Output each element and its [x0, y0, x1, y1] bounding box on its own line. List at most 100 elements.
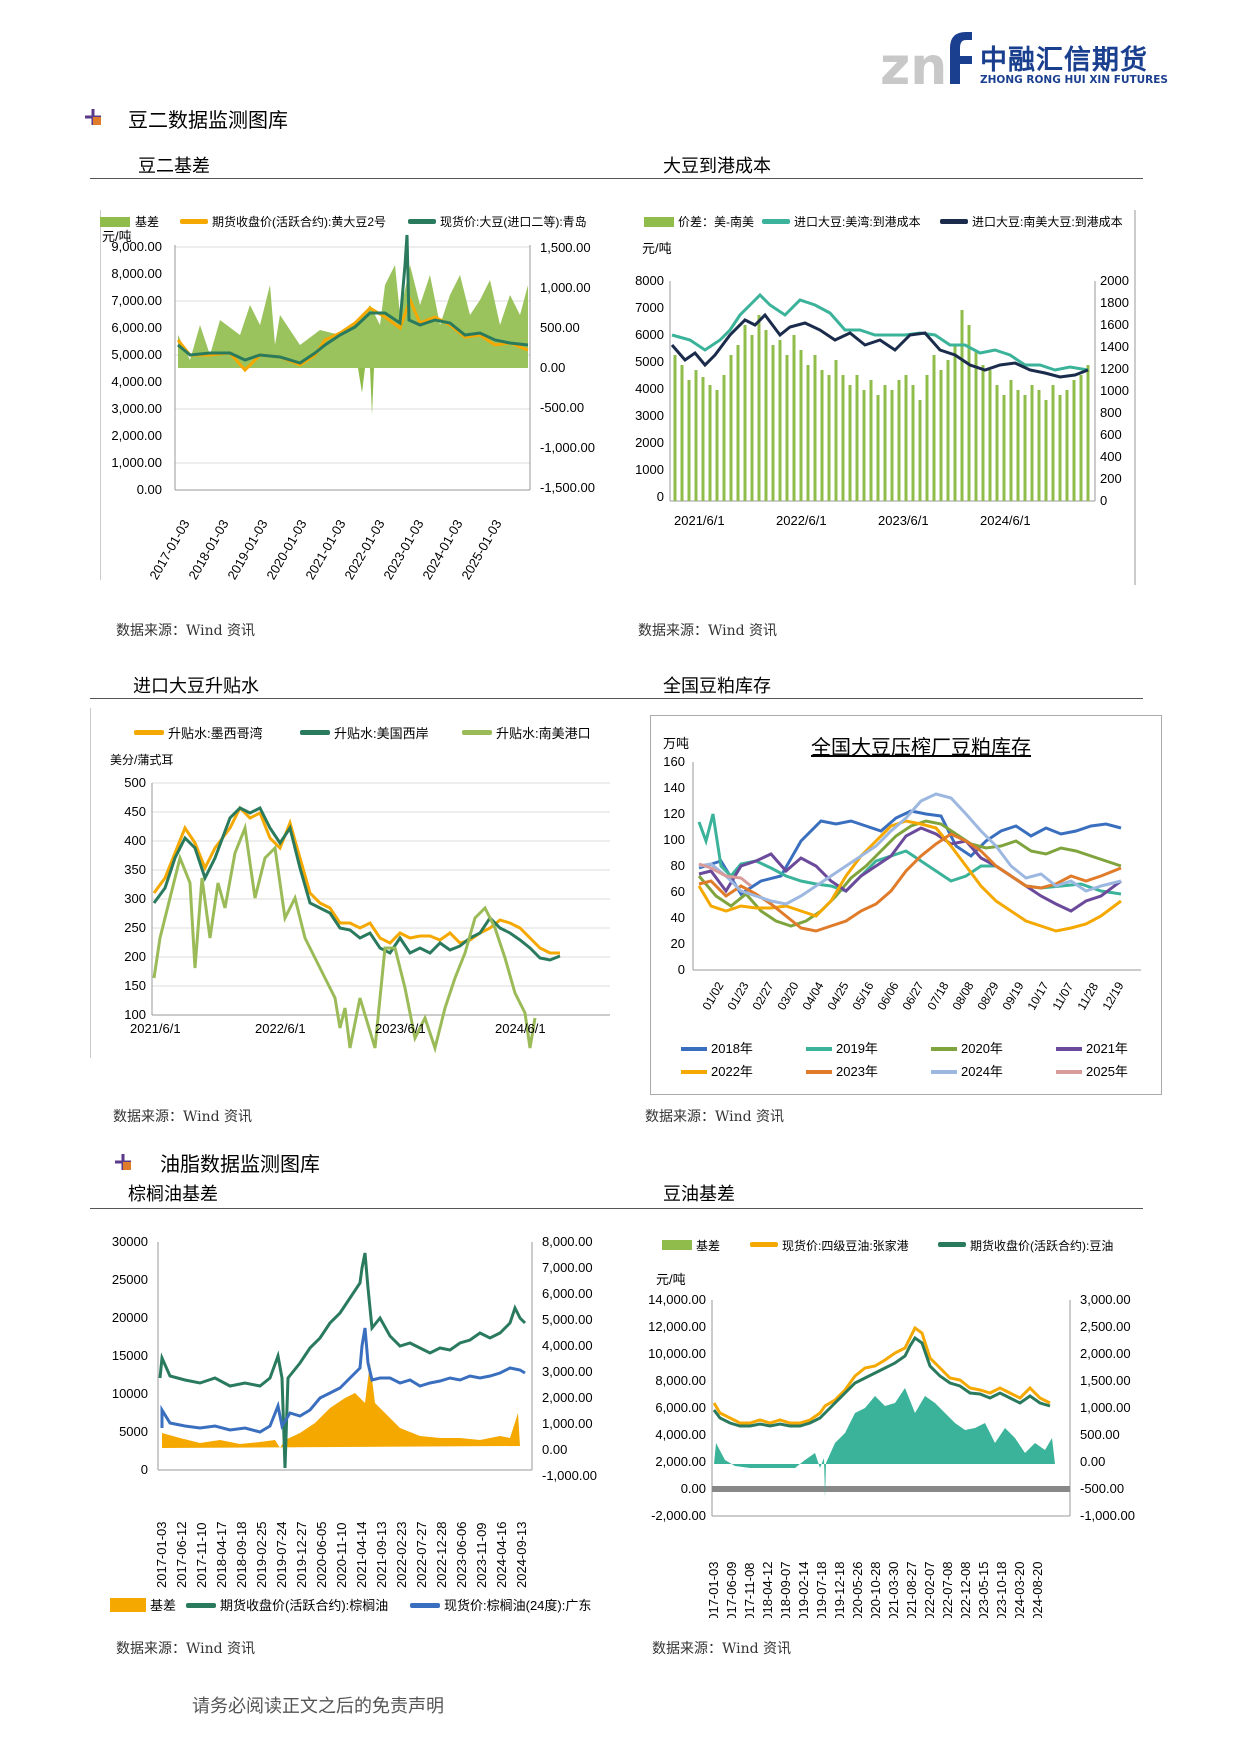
- svg-text:1,500.00: 1,500.00: [540, 240, 591, 255]
- svg-text:-500.00: -500.00: [540, 400, 584, 415]
- x-axis-labels: 2021/6/1 2022/6/1 2023/6/1 2024/6/1: [130, 1021, 546, 1036]
- svg-text:2022-12-28: 2022-12-28: [434, 1522, 449, 1589]
- svg-text:0.00: 0.00: [542, 1442, 567, 1457]
- svg-text:2020-05-26: 2020-05-26: [850, 1562, 865, 1619]
- y-right-ticks: 1,500.00 1,000.00 500.00 0.00 -500.00 -1…: [540, 240, 595, 495]
- svg-text:1,000.00: 1,000.00: [111, 455, 162, 470]
- series-palm-basis: [162, 1363, 520, 1448]
- chart-basis2-svg: 基差 期货收盘价(活跃合约):黄大豆2号 现货价:大豆(进口二等):青岛 元/吨…: [99, 210, 595, 582]
- footer-disclaimer: 请务必阅读正文之后的免责声明: [192, 1696, 444, 1717]
- svg-text:1,000.00: 1,000.00: [542, 1416, 593, 1431]
- logo-english-name: ZHONG RONG HUI XIN FUTURES: [980, 74, 1168, 86]
- legend-basis: 基差: [135, 215, 159, 229]
- svg-text:2023年: 2023年: [836, 1064, 878, 1079]
- series-basis-area: [178, 265, 528, 368]
- svg-text:5,000.00: 5,000.00: [111, 347, 162, 362]
- svg-text:2022-07-08: 2022-07-08: [940, 1562, 955, 1619]
- series-spot: [177, 234, 529, 365]
- y-left-ticks: 14,000.00 12,000.00 10,000.00 8,000.00 6…: [648, 1292, 706, 1523]
- svg-text:2018-04-12: 2018-04-12: [760, 1562, 775, 1619]
- chart-title-soyoil: 豆油基差: [663, 1184, 735, 1205]
- legend-futures-soy2: 期货收盘价(活跃合约):黄大豆2号: [212, 214, 386, 229]
- svg-text:2024-04-16: 2024-04-16: [494, 1522, 509, 1589]
- svg-text:2024-09-13: 2024-09-13: [514, 1522, 529, 1589]
- svg-text:30000: 30000: [112, 1234, 148, 1249]
- source-cost: 数据来源：Wind 资讯: [638, 623, 778, 639]
- svg-text:06/06: 06/06: [874, 979, 901, 1012]
- svg-text:120: 120: [663, 806, 685, 821]
- svg-text:1400: 1400: [1100, 339, 1129, 354]
- source-basis2: 数据来源：Wind 资讯: [116, 623, 256, 639]
- svg-text:8,000.00: 8,000.00: [111, 266, 162, 281]
- svg-text:1000: 1000: [1100, 383, 1129, 398]
- svg-text:20: 20: [671, 936, 685, 951]
- svg-text:2017-06-12: 2017-06-12: [174, 1522, 189, 1589]
- legend-us-gulf: 进口大豆:美湾:到港成本: [794, 214, 921, 229]
- svg-text:1000: 1000: [635, 462, 664, 477]
- chart-title-meal: 全国豆粕库存: [663, 676, 771, 697]
- svg-text:25000: 25000: [112, 1272, 148, 1287]
- svg-text:基差: 基差: [150, 1598, 176, 1613]
- svg-text:10/17: 10/17: [1024, 979, 1051, 1012]
- svg-text:2020年: 2020年: [961, 1041, 1003, 1056]
- svg-text:04/04: 04/04: [799, 979, 826, 1012]
- svg-text:2020-06-05: 2020-06-05: [314, 1522, 329, 1589]
- series-2022: [697, 819, 1122, 933]
- section-title-oil: 油脂数据监测图库: [160, 1152, 320, 1176]
- svg-text:2018-09-18: 2018-09-18: [234, 1522, 249, 1589]
- svg-text:2021-09-13: 2021-09-13: [374, 1522, 389, 1589]
- svg-text:600: 600: [1100, 427, 1122, 442]
- series-2021: [698, 826, 1122, 913]
- svg-text:100: 100: [124, 1007, 146, 1022]
- source-soyoil: 数据来源：Wind 资讯: [652, 1641, 792, 1657]
- svg-text:2024-03-20: 2024-03-20: [1012, 1562, 1027, 1619]
- svg-text:0: 0: [678, 962, 685, 977]
- svg-text:2021/6/1: 2021/6/1: [130, 1021, 181, 1036]
- svg-text:450: 450: [124, 804, 146, 819]
- svg-text:06/27: 06/27: [899, 979, 926, 1012]
- chart-title-cost: 大豆到港成本: [663, 156, 771, 177]
- y-left-ticks: 500 450 400 350 300 250 200 150 100: [124, 775, 146, 1022]
- svg-text:2023-05-15: 2023-05-15: [976, 1562, 991, 1619]
- svg-text:2018年: 2018年: [711, 1041, 753, 1056]
- svg-text:2020-10-28: 2020-10-28: [868, 1562, 883, 1619]
- logo-mark-icon: zn: [880, 32, 972, 97]
- svg-text:2017-06-09: 2017-06-09: [724, 1562, 739, 1619]
- svg-text:2022年: 2022年: [711, 1064, 753, 1079]
- svg-text:期货收盘价(活跃合约):棕榈油: 期货收盘价(活跃合约):棕榈油: [220, 1598, 388, 1613]
- meal-inner-title: 全国大豆压榨厂豆粕库存: [811, 735, 1031, 759]
- svg-text:zn: zn: [880, 37, 947, 94]
- series-palm-spot: [160, 1327, 526, 1434]
- svg-text:-2,000.00: -2,000.00: [651, 1508, 706, 1523]
- source-premium: 数据来源：Wind 资讯: [113, 1109, 253, 1125]
- svg-text:2021/6/1: 2021/6/1: [674, 513, 725, 528]
- svg-text:0.00: 0.00: [1080, 1454, 1105, 1469]
- axis-unit: 万吨: [663, 736, 689, 751]
- svg-text:500.00: 500.00: [1080, 1427, 1120, 1442]
- svg-text:0: 0: [141, 1462, 148, 1477]
- svg-text:1800: 1800: [1100, 295, 1129, 310]
- chart-cost-svg: 价差：美-南美 进口大豆:美湾:到港成本 进口大豆:南美大豆:到港成本 元/吨 …: [635, 210, 1136, 585]
- svg-text:2018-04-17: 2018-04-17: [214, 1522, 229, 1589]
- legend-soyoil-basis: 基差: [696, 1239, 720, 1253]
- svg-text:2000: 2000: [1100, 273, 1129, 288]
- axis-unit: 美分/蒲式耳: [110, 753, 173, 767]
- chart-premium-svg: 升贴水:墨西哥湾 升贴水:美国西岸 升贴水:南美港口 美分/蒲式耳 500 45…: [89, 708, 610, 1058]
- x-axis-labels: 2017-01-03 2018-01-03 2019-01-03 2020-01…: [146, 517, 504, 582]
- svg-text:2019-07-24: 2019-07-24: [274, 1522, 289, 1589]
- chart-basis2: 基差 期货收盘价(活跃合约):黄大豆2号 现货价:大豆(进口二等):青岛 元/吨…: [99, 205, 610, 585]
- svg-text:4000: 4000: [635, 381, 664, 396]
- svg-text:800: 800: [1100, 405, 1122, 420]
- y-right-ticks: 3,000.00 2,500.00 2,000.00 1,500.00 1,00…: [1080, 1292, 1135, 1523]
- svg-text:2017-11-10: 2017-11-10: [194, 1522, 209, 1588]
- x-axis-labels: 2017-01-03 2017-06-09 2017-11-08 2018-04…: [706, 1562, 1045, 1629]
- svg-text:6000: 6000: [635, 327, 664, 342]
- svg-text:2025-01-03: 2025-01-03: [458, 517, 504, 582]
- svg-text:3,000.00: 3,000.00: [542, 1364, 593, 1379]
- section-title-soy2: 豆二数据监测图库: [128, 108, 288, 132]
- svg-text:-1,000.00: -1,000.00: [542, 1468, 597, 1483]
- svg-text:4,000.00: 4,000.00: [542, 1338, 593, 1353]
- svg-text:03/20: 03/20: [774, 979, 801, 1012]
- chart-title-palm: 棕榈油基差: [128, 1184, 218, 1205]
- x-axis-labels: 2017-01-03 2017-06-12 2017-11-10 2018-04…: [154, 1522, 529, 1589]
